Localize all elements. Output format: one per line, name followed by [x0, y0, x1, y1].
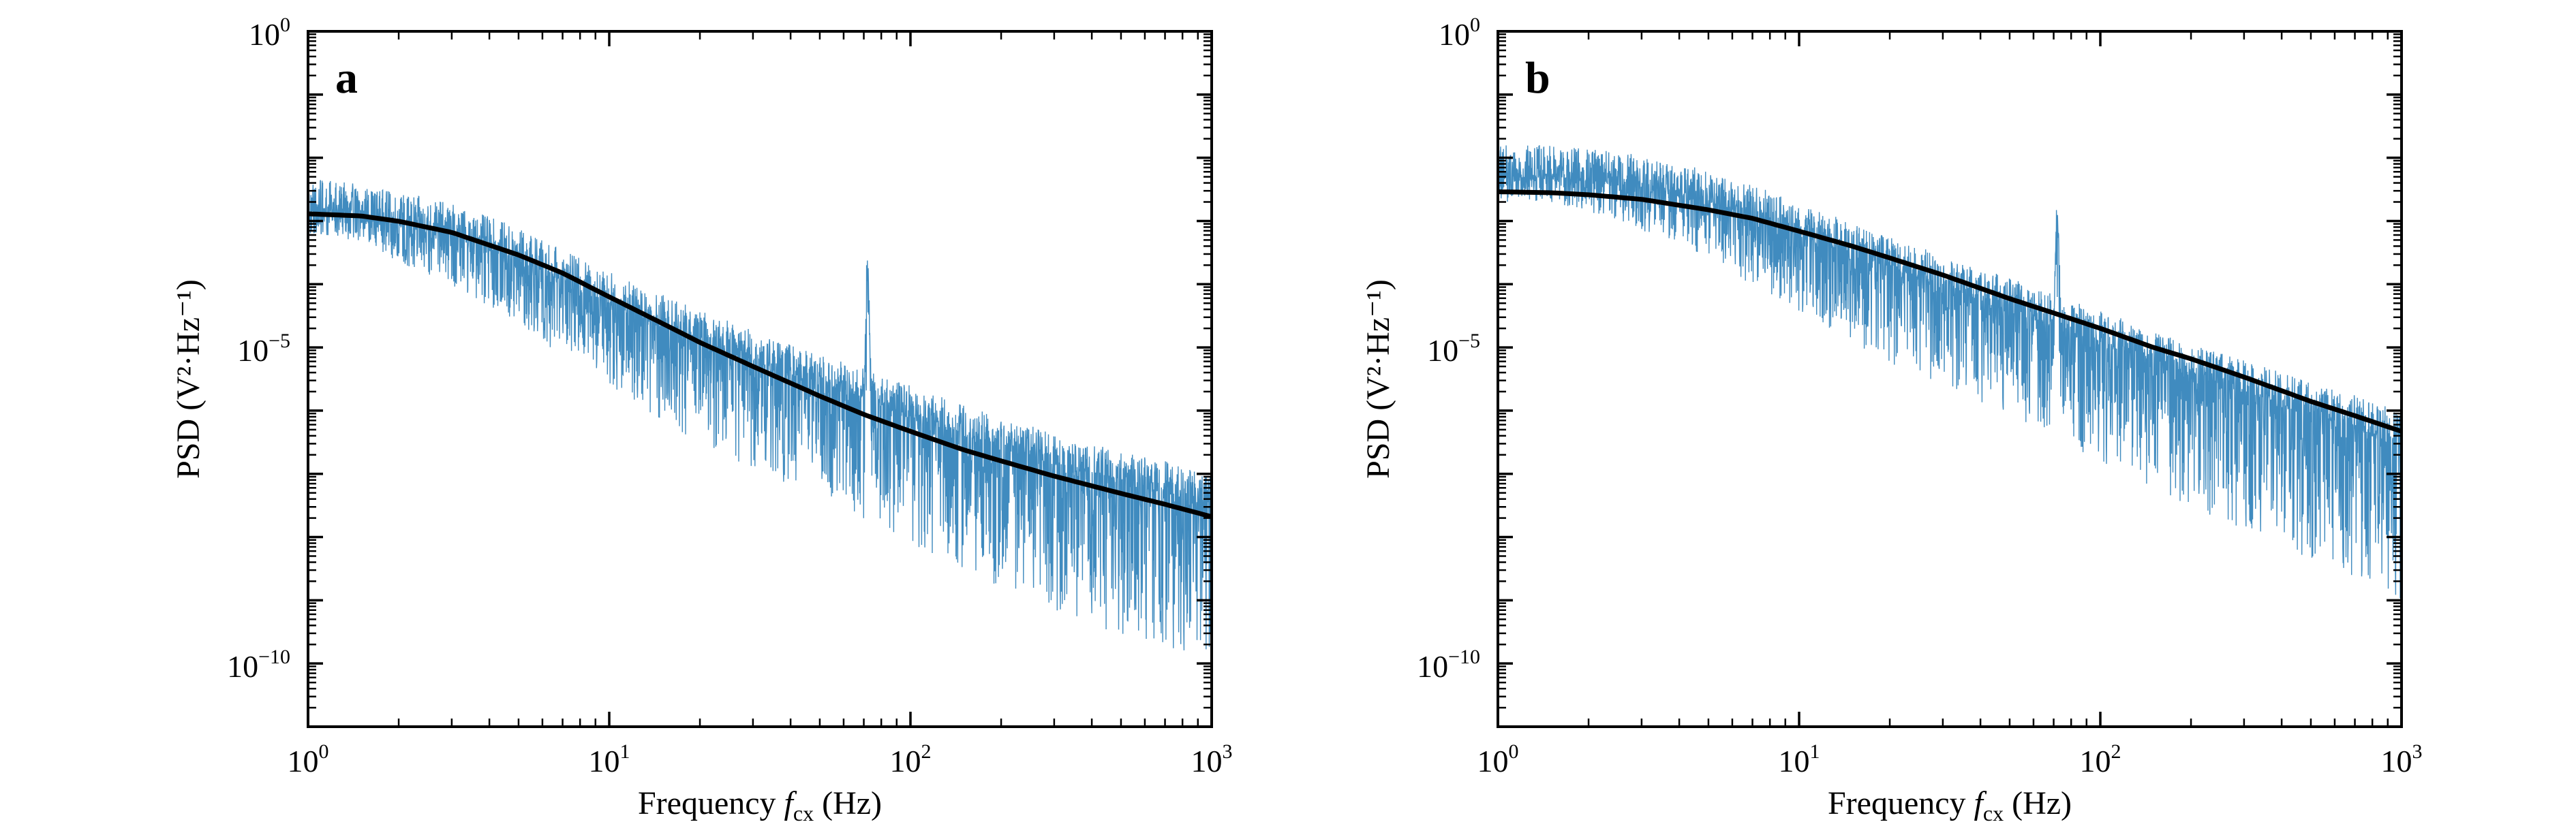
panel-a-plot-area	[308, 180, 1212, 650]
panel-b-x-tick-label: 100	[1477, 740, 1519, 778]
panel-a-measured-psd-line	[308, 180, 1212, 650]
panel-a-y-tick-label: 100	[249, 14, 290, 52]
panel-b-y-tick-label: 100	[1439, 14, 1480, 52]
panel-b-x-tick-label: 102	[2080, 740, 2121, 778]
panel-b-x-axis-label: Frequency fcx (Hz)	[1828, 785, 2072, 825]
panel-a-y-axis-label: PSD (V²·Hz⁻¹)	[170, 279, 206, 479]
panel-b-x-tick-label: 103	[2381, 740, 2423, 778]
panel-a-x-tick-label: 103	[1191, 740, 1233, 778]
panel-b-y-axis-label: PSD (V²·Hz⁻¹)	[1360, 279, 1396, 479]
panel-b-tick-marks	[1497, 30, 2403, 728]
panel-a-axes-frame	[307, 30, 1213, 728]
panel-b-plot-area	[1498, 145, 2402, 599]
panel-b-y-tick-label: 10−10	[1417, 646, 1480, 684]
panel-a: 100 101 102 103 100 10−5 10−10 Frequency fcx (H…	[170, 14, 1233, 825]
panel-b-letter: b	[1525, 53, 1550, 103]
panel-a-x-tick-label: 102	[890, 740, 932, 778]
panel-b-x-tick-label: 101	[1779, 740, 1820, 778]
panel-b: 100 101 102 103 100 10−5 10−10 Frequency fcx (H…	[1360, 14, 2423, 825]
panel-a-x-tick-label: 101	[589, 740, 630, 778]
panel-a-tick-marks	[307, 30, 1213, 728]
panel-a-x-axis-label: Frequency fcx (Hz)	[638, 785, 882, 825]
panel-b-measured-psd-line	[1498, 145, 2402, 599]
panel-a-x-tick-label: 100	[288, 740, 329, 778]
panel-b-fit-line	[1498, 189, 2402, 434]
panel-a-letter: a	[335, 53, 358, 103]
panel-a-fit-line	[308, 211, 1212, 519]
panel-a-y-tick-label: 10−5	[237, 330, 290, 368]
panel-a-y-tick-label: 10−10	[227, 646, 290, 684]
panel-b-axes-frame	[1497, 30, 2403, 728]
panel-b-y-tick-label: 10−5	[1427, 330, 1480, 368]
